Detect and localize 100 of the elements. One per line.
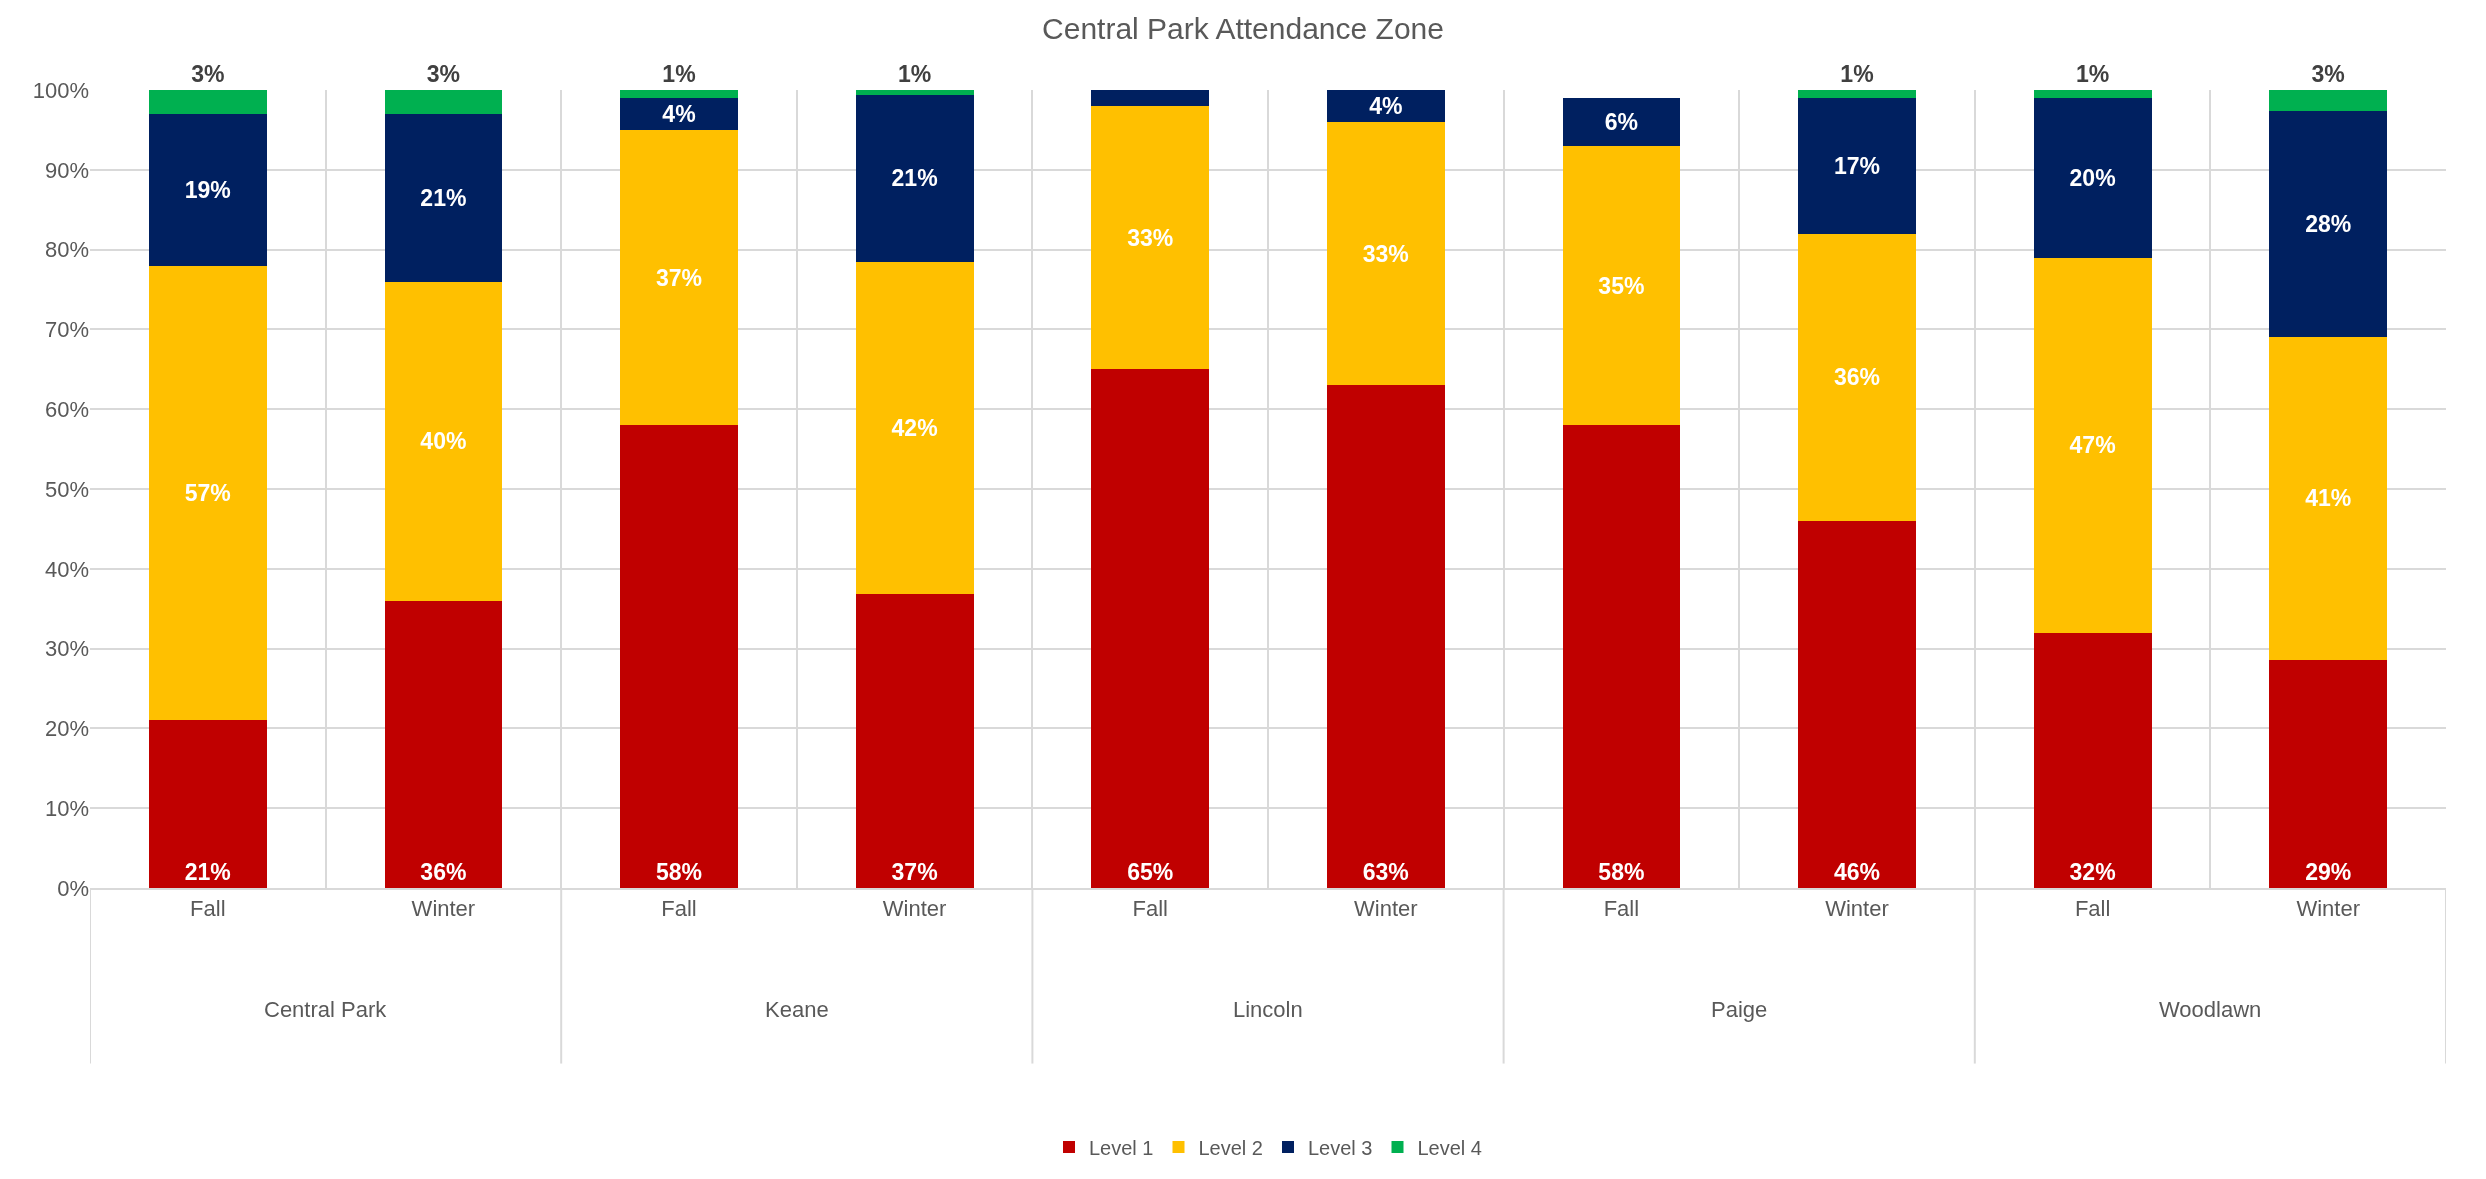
bar: [148, 720, 267, 888]
bar: [2269, 110, 2388, 337]
bar: [2033, 97, 2152, 258]
x-tick-label: Winter: [411, 896, 476, 922]
bar: [1798, 520, 1916, 888]
bar: [384, 600, 503, 888]
bar: [1798, 233, 1916, 521]
y-tick-label: 60%: [44, 396, 89, 422]
bar: [1562, 97, 1681, 146]
data-label: 37%: [891, 859, 938, 886]
bar: [384, 90, 503, 114]
text: Lincoln: [1233, 997, 1303, 1022]
bar: [148, 113, 267, 266]
bar: [1798, 97, 1916, 234]
legend-label: Level 2: [1198, 1136, 1263, 1159]
chart-title: Central Park Attendance Zone: [1042, 11, 1444, 45]
data-label: 17%: [1833, 152, 1881, 179]
text: Woodlawn: [2159, 997, 2262, 1022]
x-tick-label: Fall: [1603, 896, 1640, 922]
bar: [2269, 659, 2388, 888]
bar: [855, 261, 974, 595]
bar: [2033, 257, 2152, 633]
bar: [855, 90, 974, 95]
bar: [148, 90, 267, 114]
data-label: 32%: [2069, 859, 2116, 886]
data-label: 47%: [2069, 432, 2116, 459]
data-label: 19%: [184, 176, 231, 203]
bar: [1562, 425, 1681, 888]
data-label: 4%: [1369, 93, 1403, 120]
data-label: 20%: [2069, 164, 2116, 191]
bar: [2033, 632, 2152, 888]
data-label: 36%: [420, 859, 467, 886]
x-tick-label: Fall: [1132, 896, 1168, 922]
bar: [2269, 90, 2388, 111]
data-label: 33%: [1127, 224, 1174, 251]
y-tick-label: 20%: [44, 716, 89, 742]
data-label: 46%: [1833, 859, 1881, 886]
text: Central Park: [264, 997, 388, 1022]
bar: [1562, 145, 1681, 426]
data-label: 63%: [1362, 859, 1409, 886]
bar: [1326, 121, 1445, 386]
y-tick-label: 90%: [44, 157, 89, 183]
data-label: 3%: [191, 61, 225, 88]
legend-label: Level 4: [1417, 1136, 1482, 1159]
y-tick-label: 40%: [44, 556, 89, 582]
text: Keane: [765, 997, 829, 1022]
data-label: 1%: [662, 61, 696, 88]
data-label: 57%: [184, 480, 231, 507]
x-tick-label: Winter: [2296, 896, 2360, 922]
x-tick-label: Winter: [1354, 896, 1418, 922]
y-tick-label: 30%: [44, 636, 89, 662]
text: Paige: [1711, 997, 1768, 1022]
bar: [148, 265, 267, 721]
data-label: 65%: [1127, 859, 1174, 886]
data-label: 29%: [2305, 859, 2352, 886]
data-label: 33%: [1362, 240, 1409, 267]
x-tick-label: Winter: [882, 896, 947, 922]
data-label: 58%: [655, 859, 703, 886]
bar: [620, 97, 738, 130]
data-label: 42%: [891, 415, 938, 442]
bar: [855, 594, 974, 888]
data-label: 1%: [1840, 61, 1874, 88]
bar: [620, 425, 738, 888]
bar: [384, 113, 503, 282]
bar: [620, 90, 738, 98]
bar: [2033, 90, 2152, 98]
legend-label: Level 3: [1308, 1136, 1373, 1159]
bar: [1091, 369, 1210, 888]
y-tick-label: 0%: [57, 875, 89, 901]
data-label: 37%: [655, 264, 703, 291]
bar: [855, 94, 974, 262]
data-label: 36%: [1833, 364, 1881, 391]
data-label: 21%: [184, 859, 231, 886]
data-label: 28%: [2305, 210, 2352, 237]
data-label: 1%: [897, 61, 932, 88]
legend-label: Level 1: [1089, 1136, 1154, 1159]
data-label: 3%: [2311, 61, 2345, 88]
data-label: 21%: [891, 165, 938, 192]
bar: [1798, 90, 1916, 98]
y-tick-label: 10%: [44, 795, 89, 821]
bar: [384, 281, 503, 601]
x-tick-label: Fall: [2074, 896, 2111, 922]
bar: [620, 129, 738, 426]
data-label: 4%: [662, 101, 696, 128]
x-tick-label: Winter: [1825, 896, 1889, 922]
data-label: 41%: [2305, 485, 2352, 512]
bar: [1091, 90, 1210, 106]
bar: [1091, 105, 1210, 370]
x-tick-label: Fall: [190, 896, 226, 922]
bar: [2269, 336, 2388, 660]
y-tick-label: 80%: [44, 237, 89, 263]
data-label: 58%: [1598, 859, 1645, 886]
bar: [1326, 385, 1445, 888]
data-label: 21%: [420, 184, 467, 211]
data-label: 3%: [426, 61, 461, 88]
bar: [1326, 90, 1445, 122]
y-tick-label: 70%: [44, 317, 89, 343]
x-tick-label: Fall: [661, 896, 697, 922]
data-label: 35%: [1598, 272, 1645, 299]
y-tick-label: 100%: [32, 77, 89, 103]
